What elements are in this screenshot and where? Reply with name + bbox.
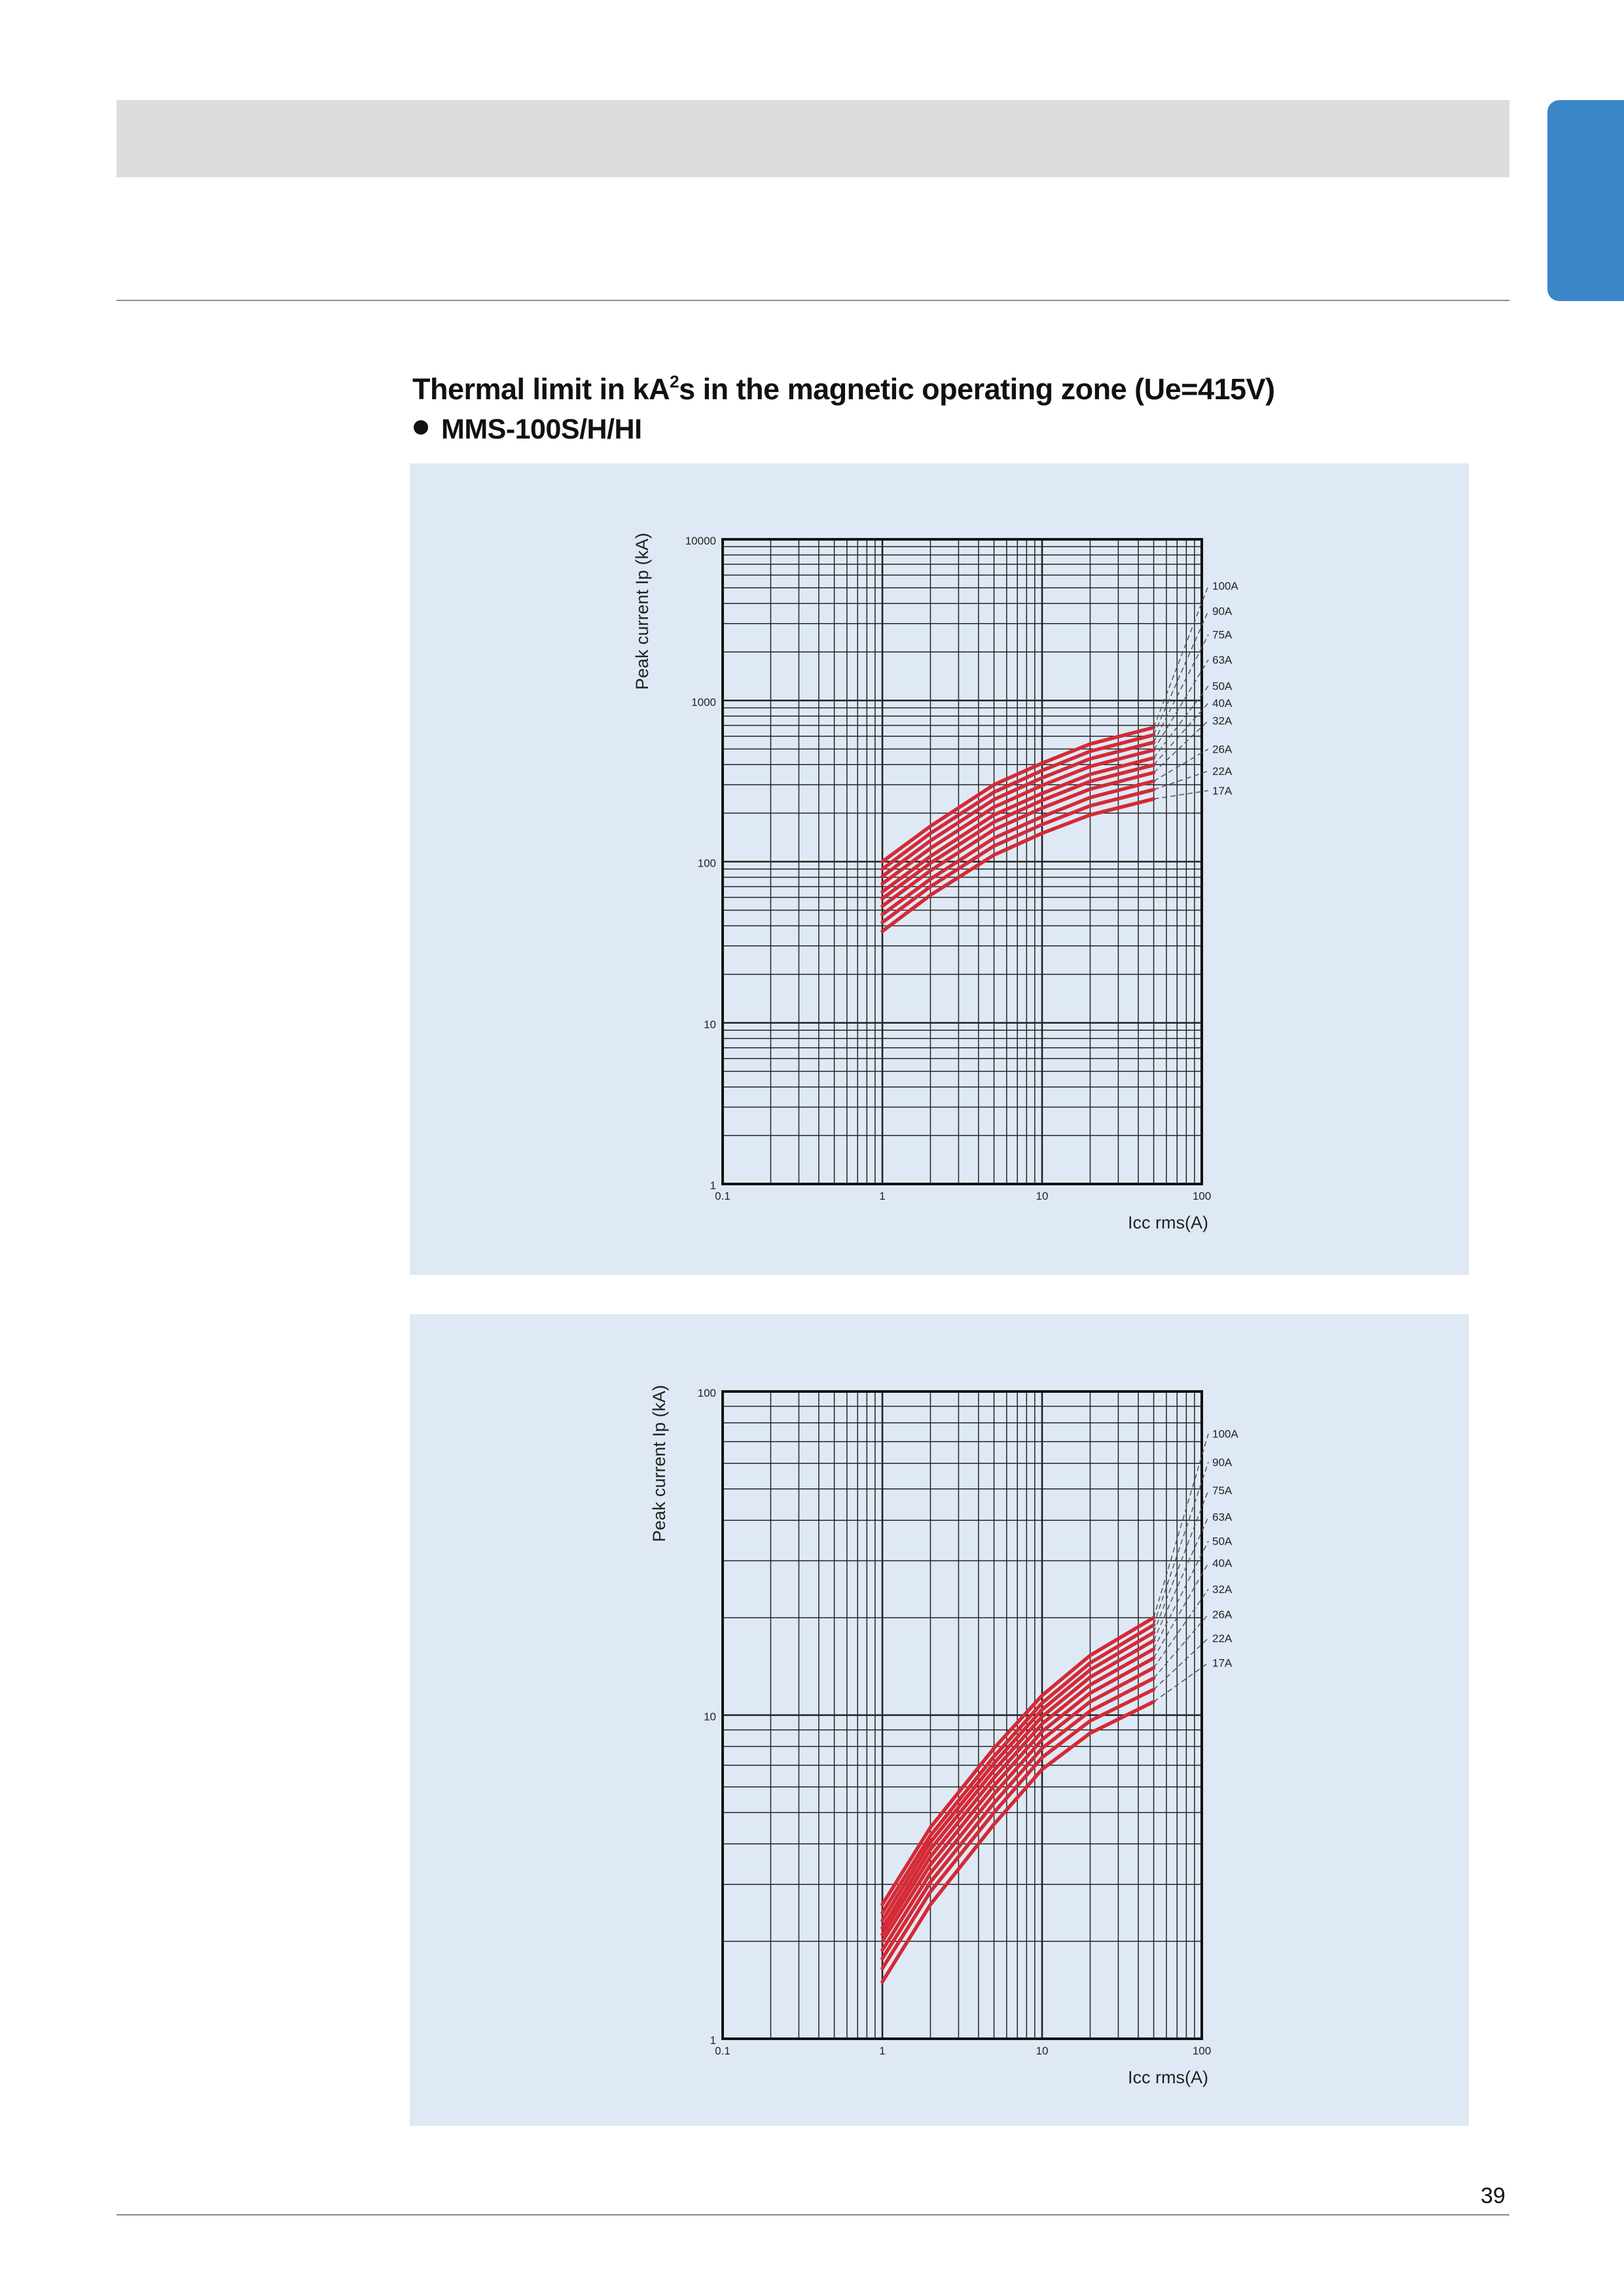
- chart-panel-1: 0.1 1 10 100 1 10 100 1000 10000 Icc rms(A) Peak c…: [410, 463, 1469, 1275]
- series-line-26A: [880, 1676, 1156, 1961]
- series-label-17A: 17A: [1212, 1657, 1233, 1670]
- series-label-22A: 22A: [1212, 765, 1233, 778]
- series-label-32A: 32A: [1212, 715, 1233, 727]
- header-band: [117, 100, 1509, 177]
- series-line-75A: [880, 1630, 1156, 1923]
- series-label-50A: 50A: [1212, 1535, 1233, 1548]
- series-leader-17A: [1153, 790, 1209, 800]
- series-leader-40A: [1153, 702, 1209, 766]
- series-label-75A: 75A: [1212, 1484, 1233, 1497]
- y-tick-label: 10: [704, 1018, 716, 1031]
- series-label-26A: 26A: [1212, 1608, 1233, 1621]
- footer-rule: [117, 2214, 1509, 2215]
- y-axis-label: Peak current Ip (kA): [649, 1385, 669, 1542]
- y-tick-label: 100: [698, 1387, 716, 1399]
- series-label-40A: 40A: [1212, 1557, 1233, 1570]
- series-label-63A: 63A: [1212, 1511, 1233, 1523]
- y-tick-label: 1: [710, 1179, 716, 1192]
- page-number: 39: [1481, 2183, 1506, 2208]
- series-leader-17A: [1153, 1662, 1209, 1702]
- side-tab[interactable]: [1547, 100, 1624, 301]
- model-subtitle: MMS-100S/H/HI: [414, 414, 642, 446]
- series-line-100A: [880, 725, 1156, 864]
- x-tick-label: 100: [1193, 2045, 1211, 2057]
- series-leader-63A: [1153, 659, 1209, 751]
- x-tick-label: 0.1: [715, 1190, 731, 1202]
- series-line-90A: [880, 1623, 1156, 1915]
- y-tick-label: 1000: [691, 696, 716, 708]
- x-axis-label: Icc rms(A): [1128, 1213, 1208, 1232]
- series-label-50A: 50A: [1212, 680, 1233, 692]
- series-line-50A: [880, 1647, 1156, 1937]
- series-line-32A: [880, 1666, 1156, 1952]
- header-rule: [117, 300, 1509, 301]
- series-leader-32A: [1153, 720, 1209, 773]
- series-label-90A: 90A: [1212, 1456, 1233, 1469]
- page-title: Thermal limit in kA2s in the magnetic op…: [412, 372, 1275, 406]
- series-leader-75A: [1153, 634, 1209, 743]
- plot-frame-2: [721, 1390, 1203, 2040]
- plot-frame-1: [721, 538, 1203, 1185]
- series-leader-50A: [1153, 685, 1209, 759]
- series-label-17A: 17A: [1212, 785, 1233, 797]
- series-line-75A: [880, 740, 1156, 878]
- y-tick-label: 10000: [685, 535, 716, 547]
- series-leader-90A: [1153, 1462, 1209, 1625]
- series-leader-100A: [1153, 585, 1209, 728]
- x-tick-label: 1: [879, 1190, 885, 1202]
- series-label-63A: 63A: [1212, 654, 1233, 666]
- x-tick-label: 1: [879, 2045, 885, 2057]
- y-tick-label: 10: [704, 1711, 716, 1723]
- y-tick-label: 100: [698, 857, 716, 870]
- series-leader-26A: [1153, 1613, 1209, 1679]
- series-leader-90A: [1153, 610, 1209, 736]
- series-line-17A: [880, 1700, 1156, 1984]
- series-line-100A: [880, 1615, 1156, 1907]
- series-line-50A: [880, 756, 1156, 894]
- series-leader-26A: [1153, 748, 1209, 782]
- x-axis-label: Icc rms(A): [1128, 2068, 1208, 2087]
- chart-panel-2: 0.1 1 10 100 1 10 100 Icc rms(A) Peak current Ip…: [410, 1314, 1469, 2126]
- series-line-32A: [880, 770, 1156, 908]
- series-line-63A: [880, 1638, 1156, 1930]
- series-label-90A: 90A: [1212, 605, 1233, 617]
- series-leader-100A: [1153, 1433, 1209, 1618]
- x-tick-label: 10: [1036, 2045, 1049, 2057]
- x-tick-label: 0.1: [715, 2045, 731, 2057]
- x-tick-label: 100: [1193, 1190, 1211, 1202]
- series-label-100A: 100A: [1212, 1428, 1238, 1441]
- series-leader-63A: [1153, 1516, 1209, 1641]
- series-line-22A: [880, 1687, 1156, 1971]
- series-line-90A: [880, 733, 1156, 871]
- series-line-40A: [880, 1656, 1156, 1943]
- y-axis-label: Peak current Ip (kA): [632, 533, 652, 690]
- grid-lines-1: [723, 539, 1202, 1184]
- series-line-26A: [880, 779, 1156, 916]
- series-label-40A: 40A: [1212, 697, 1233, 709]
- x-tick-label: 10: [1036, 1190, 1049, 1202]
- series-line-17A: [880, 797, 1156, 933]
- series-label-32A: 32A: [1212, 1583, 1233, 1596]
- series-leader-22A: [1153, 1638, 1209, 1690]
- series-leader-40A: [1153, 1562, 1209, 1659]
- series-line-22A: [880, 787, 1156, 925]
- y-tick-label: 1: [710, 2034, 716, 2047]
- series-group-1: 17A 22A 26A 32A 40A 50A 63A 75A 90A 100A: [880, 580, 1238, 933]
- series-label-22A: 22A: [1212, 1632, 1233, 1645]
- bullet-icon: [414, 420, 428, 435]
- series-line-40A: [880, 763, 1156, 901]
- series-leader-32A: [1153, 1588, 1209, 1668]
- series-leader-50A: [1153, 1541, 1209, 1649]
- series-label-26A: 26A: [1212, 743, 1233, 755]
- series-leader-22A: [1153, 770, 1209, 791]
- series-line-63A: [880, 748, 1156, 886]
- series-label-75A: 75A: [1212, 629, 1233, 641]
- series-label-100A: 100A: [1212, 580, 1238, 592]
- series-group-2: 17A 22A 26A 32A 40A 50A 63A 75A 90A 100A: [880, 1428, 1238, 1984]
